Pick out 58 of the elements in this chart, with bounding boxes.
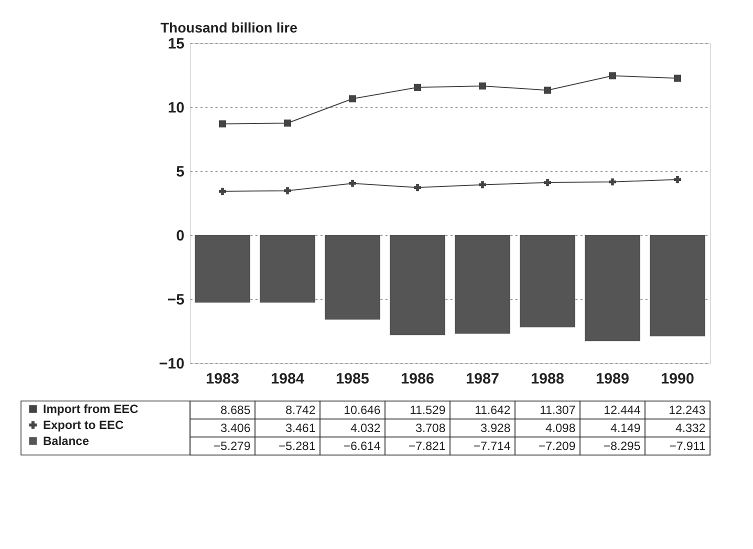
y-axis-title: Thousand billion lire <box>160 20 298 36</box>
data-label: 11.642 <box>474 403 511 417</box>
data-label: 4.149 <box>610 421 641 435</box>
data-label: −6.614 <box>343 439 381 453</box>
data-label: 12.444 <box>604 403 641 417</box>
point <box>218 120 226 128</box>
legend-label: Export to EEC <box>43 418 124 432</box>
y-tick-label: 5 <box>176 164 184 180</box>
data-label: 4.332 <box>675 421 706 435</box>
point <box>348 180 356 187</box>
data-label: 3.708 <box>415 421 446 435</box>
x-tick-label: 1985 <box>336 370 370 388</box>
data-label: 3.461 <box>285 421 316 435</box>
data-label: −7.209 <box>538 439 576 453</box>
point <box>218 188 226 195</box>
point <box>608 178 616 186</box>
x-tick-label: 1988 <box>530 370 564 388</box>
data-label: −7.821 <box>408 439 446 453</box>
point <box>414 184 422 192</box>
data-label: 11.307 <box>540 403 576 417</box>
x-tick-label: 1990 <box>660 370 694 388</box>
point <box>674 176 682 184</box>
x-tick-label: 1989 <box>596 370 630 388</box>
data-label: 10.646 <box>344 403 381 417</box>
point <box>544 86 552 94</box>
data-label: −5.281 <box>278 439 316 453</box>
data-label: −7.911 <box>669 439 706 453</box>
y-tick-label: −10 <box>159 356 184 372</box>
data-label: 11.529 <box>410 403 446 417</box>
x-tick-label: 1987 <box>466 370 500 388</box>
legend-label: Balance <box>43 434 90 448</box>
point <box>348 95 356 102</box>
point <box>674 74 682 82</box>
point <box>478 181 486 188</box>
data-label: 8.685 <box>220 403 251 417</box>
point <box>608 72 616 80</box>
data-label: 8.742 <box>285 403 316 417</box>
data-label: 3.406 <box>220 421 251 435</box>
point <box>284 120 292 127</box>
y-tick-label: 15 <box>168 36 184 52</box>
y-tick-label: 10 <box>168 100 184 116</box>
data-label: 4.032 <box>350 421 381 435</box>
x-tick-label: 1986 <box>400 370 434 388</box>
point <box>414 84 422 91</box>
data-label: −8.295 <box>603 439 641 453</box>
y-tick-label: 0 <box>176 228 184 244</box>
point <box>544 179 552 186</box>
x-tick-label: 1984 <box>270 370 305 388</box>
data-label: 12.243 <box>668 403 706 417</box>
data-label: 4.098 <box>545 421 576 435</box>
point <box>284 187 292 194</box>
legend-label: Import from EEC <box>43 402 139 416</box>
point <box>478 82 486 90</box>
data-label: −5.279 <box>213 439 251 453</box>
data-label: −7.714 <box>473 439 511 453</box>
y-tick-label: −5 <box>167 292 184 308</box>
x-tick-label: 1983 <box>206 370 240 388</box>
data-label: 3.928 <box>480 421 511 435</box>
